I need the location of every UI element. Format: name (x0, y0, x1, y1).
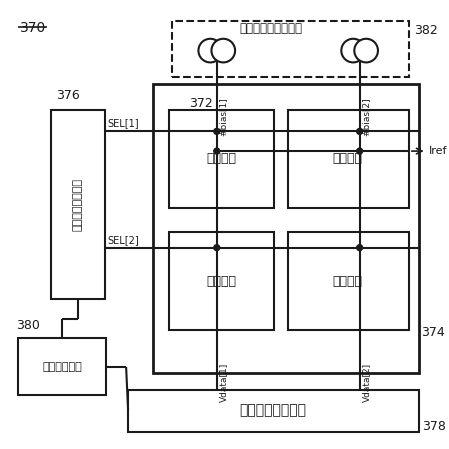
Circle shape (214, 128, 220, 134)
Text: SEL[2]: SEL[2] (107, 235, 139, 245)
Text: 374: 374 (421, 326, 445, 339)
Text: ゲート・ドライバ: ゲート・ドライバ (73, 178, 83, 231)
Text: ソース・ドライバ: ソース・ドライバ (239, 403, 306, 417)
Text: 372: 372 (189, 97, 213, 110)
Bar (169, 232, 274, 330)
Text: ピクセル: ピクセル (333, 153, 363, 166)
Text: #bias[1]: #bias[1] (219, 97, 228, 136)
Circle shape (198, 39, 222, 62)
Text: 378: 378 (422, 420, 445, 433)
Text: Iref: Iref (429, 146, 447, 156)
Text: #bias[2]: #bias[2] (361, 97, 370, 136)
Text: 382: 382 (414, 24, 438, 37)
Bar (288, 110, 409, 208)
Circle shape (214, 245, 220, 251)
Bar (153, 84, 419, 373)
Text: SEL[1]: SEL[1] (107, 119, 139, 128)
Text: コントローラ: コントローラ (42, 362, 82, 372)
Text: ピクセル: ピクセル (207, 153, 237, 166)
Circle shape (211, 39, 235, 62)
Circle shape (354, 39, 378, 62)
Text: 376: 376 (56, 89, 80, 102)
Circle shape (357, 148, 363, 154)
Circle shape (341, 39, 365, 62)
Circle shape (357, 128, 363, 134)
Bar (169, 110, 274, 208)
Bar (288, 232, 409, 330)
Circle shape (357, 245, 363, 251)
Bar (128, 390, 419, 432)
Text: 校正済み電流ミラー: 校正済み電流ミラー (239, 22, 303, 35)
Text: ピクセル: ピクセル (333, 275, 363, 288)
Text: 380: 380 (16, 319, 40, 332)
Bar (172, 21, 409, 77)
Text: ピクセル: ピクセル (207, 275, 237, 288)
Bar (18, 338, 106, 396)
Text: Vdata[2]: Vdata[2] (361, 363, 370, 402)
Circle shape (214, 148, 220, 154)
Text: Vdata[1]: Vdata[1] (219, 363, 228, 402)
Text: 370: 370 (20, 21, 46, 35)
Bar (51, 110, 106, 299)
